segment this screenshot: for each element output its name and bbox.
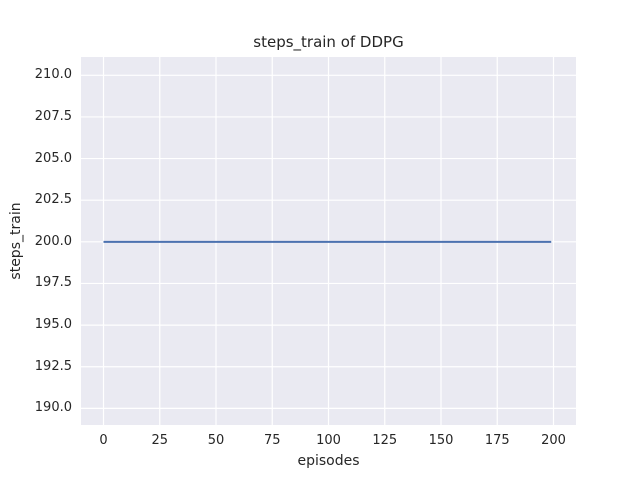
y-tick-label: 195.0 <box>34 317 72 333</box>
y-tick-label: 190.0 <box>34 400 72 416</box>
chart-title: steps_train of DDPG <box>253 33 404 51</box>
plot-svg <box>81 57 576 425</box>
x-tick-label: 0 <box>99 433 108 448</box>
x-tick-label: 125 <box>372 433 398 448</box>
x-axis-label: episodes <box>297 453 360 469</box>
y-tick-label: 192.5 <box>34 358 72 374</box>
y-tick-labels: 190.0 192.5 195.0 197.5 200.0 202.5 205.0 207.5… <box>0 57 72 425</box>
x-tick-label: 175 <box>484 433 510 448</box>
y-tick-label: 197.5 <box>34 275 72 291</box>
plot-area <box>81 57 576 425</box>
x-tick-label: 75 <box>263 433 281 448</box>
y-tick-label: 200.0 <box>34 233 72 249</box>
x-tick-label: 150 <box>428 433 454 448</box>
y-tick-label: 202.5 <box>34 192 72 208</box>
y-tick-label: 207.5 <box>34 108 72 124</box>
x-tick-label: 200 <box>541 433 566 448</box>
x-tick-label: 50 <box>207 433 225 448</box>
y-tick-label: 210.0 <box>34 67 72 83</box>
x-tick-label: 25 <box>151 433 169 448</box>
y-tick-label: 205.0 <box>34 150 72 166</box>
x-tick-label: 100 <box>316 433 341 448</box>
x-tick-labels: 0 25 50 75 100 125 150 175 200 <box>81 432 576 448</box>
